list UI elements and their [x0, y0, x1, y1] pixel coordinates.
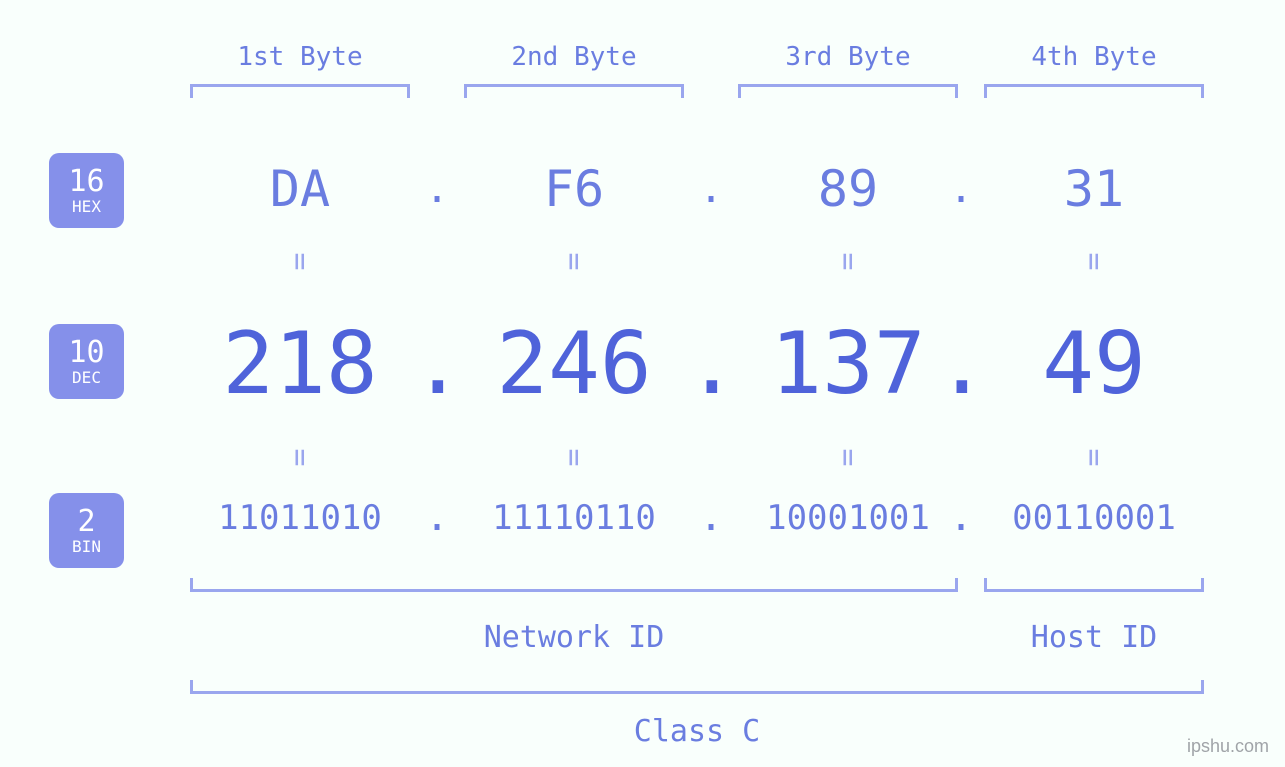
class-label: Class C [190, 714, 1204, 749]
bracket-class [190, 680, 1204, 694]
byte-header-4: 4th Byte [984, 42, 1204, 72]
bracket-top-4 [984, 84, 1204, 98]
byte-header-3: 3rd Byte [738, 42, 958, 72]
bin-byte-1: 11011010 [190, 498, 410, 538]
equals-icon: = [1077, 443, 1112, 473]
equals-icon: = [1077, 247, 1112, 277]
bin-byte-2: 11110110 [464, 498, 684, 538]
byte-header-1: 1st Byte [190, 42, 410, 72]
hex-dot-1: . [422, 166, 452, 212]
badge-hex-num: 16 [68, 167, 104, 197]
hex-byte-1: DA [190, 160, 410, 218]
bin-dot-1: . [422, 494, 452, 540]
equals-icon: = [831, 247, 866, 277]
equals-icon: = [557, 443, 592, 473]
badge-bin-lbl: BIN [72, 539, 101, 555]
hex-dot-2: . [696, 166, 726, 212]
dec-byte-2: 246 [444, 314, 704, 414]
badge-hex: 16 HEX [49, 153, 124, 228]
dec-dot-2: . [686, 314, 736, 414]
network-id-label: Network ID [190, 620, 958, 655]
equals-icon: = [557, 247, 592, 277]
badge-hex-lbl: HEX [72, 199, 101, 215]
hex-byte-4: 31 [984, 160, 1204, 218]
bin-byte-4: 00110001 [984, 498, 1204, 538]
dec-byte-4: 49 [964, 314, 1224, 414]
bracket-network-id [190, 578, 958, 592]
attribution-text: ipshu.com [1187, 736, 1269, 757]
hex-byte-2: F6 [464, 160, 684, 218]
badge-dec: 10 DEC [49, 324, 124, 399]
dec-dot-3: . [936, 314, 986, 414]
bin-dot-3: . [946, 494, 976, 540]
dec-dot-1: . [412, 314, 462, 414]
badge-bin-num: 2 [77, 507, 95, 537]
dec-byte-1: 218 [170, 314, 430, 414]
hex-byte-3: 89 [738, 160, 958, 218]
bracket-top-3 [738, 84, 958, 98]
equals-icon: = [283, 247, 318, 277]
bin-dot-2: . [696, 494, 726, 540]
bin-byte-3: 10001001 [738, 498, 958, 538]
badge-bin: 2 BIN [49, 493, 124, 568]
equals-icon: = [831, 443, 866, 473]
equals-icon: = [283, 443, 318, 473]
byte-header-2: 2nd Byte [464, 42, 684, 72]
bracket-top-2 [464, 84, 684, 98]
badge-dec-num: 10 [68, 338, 104, 368]
badge-dec-lbl: DEC [72, 370, 101, 386]
hex-dot-3: . [946, 166, 976, 212]
host-id-label: Host ID [984, 620, 1204, 655]
bracket-host-id [984, 578, 1204, 592]
bracket-top-1 [190, 84, 410, 98]
